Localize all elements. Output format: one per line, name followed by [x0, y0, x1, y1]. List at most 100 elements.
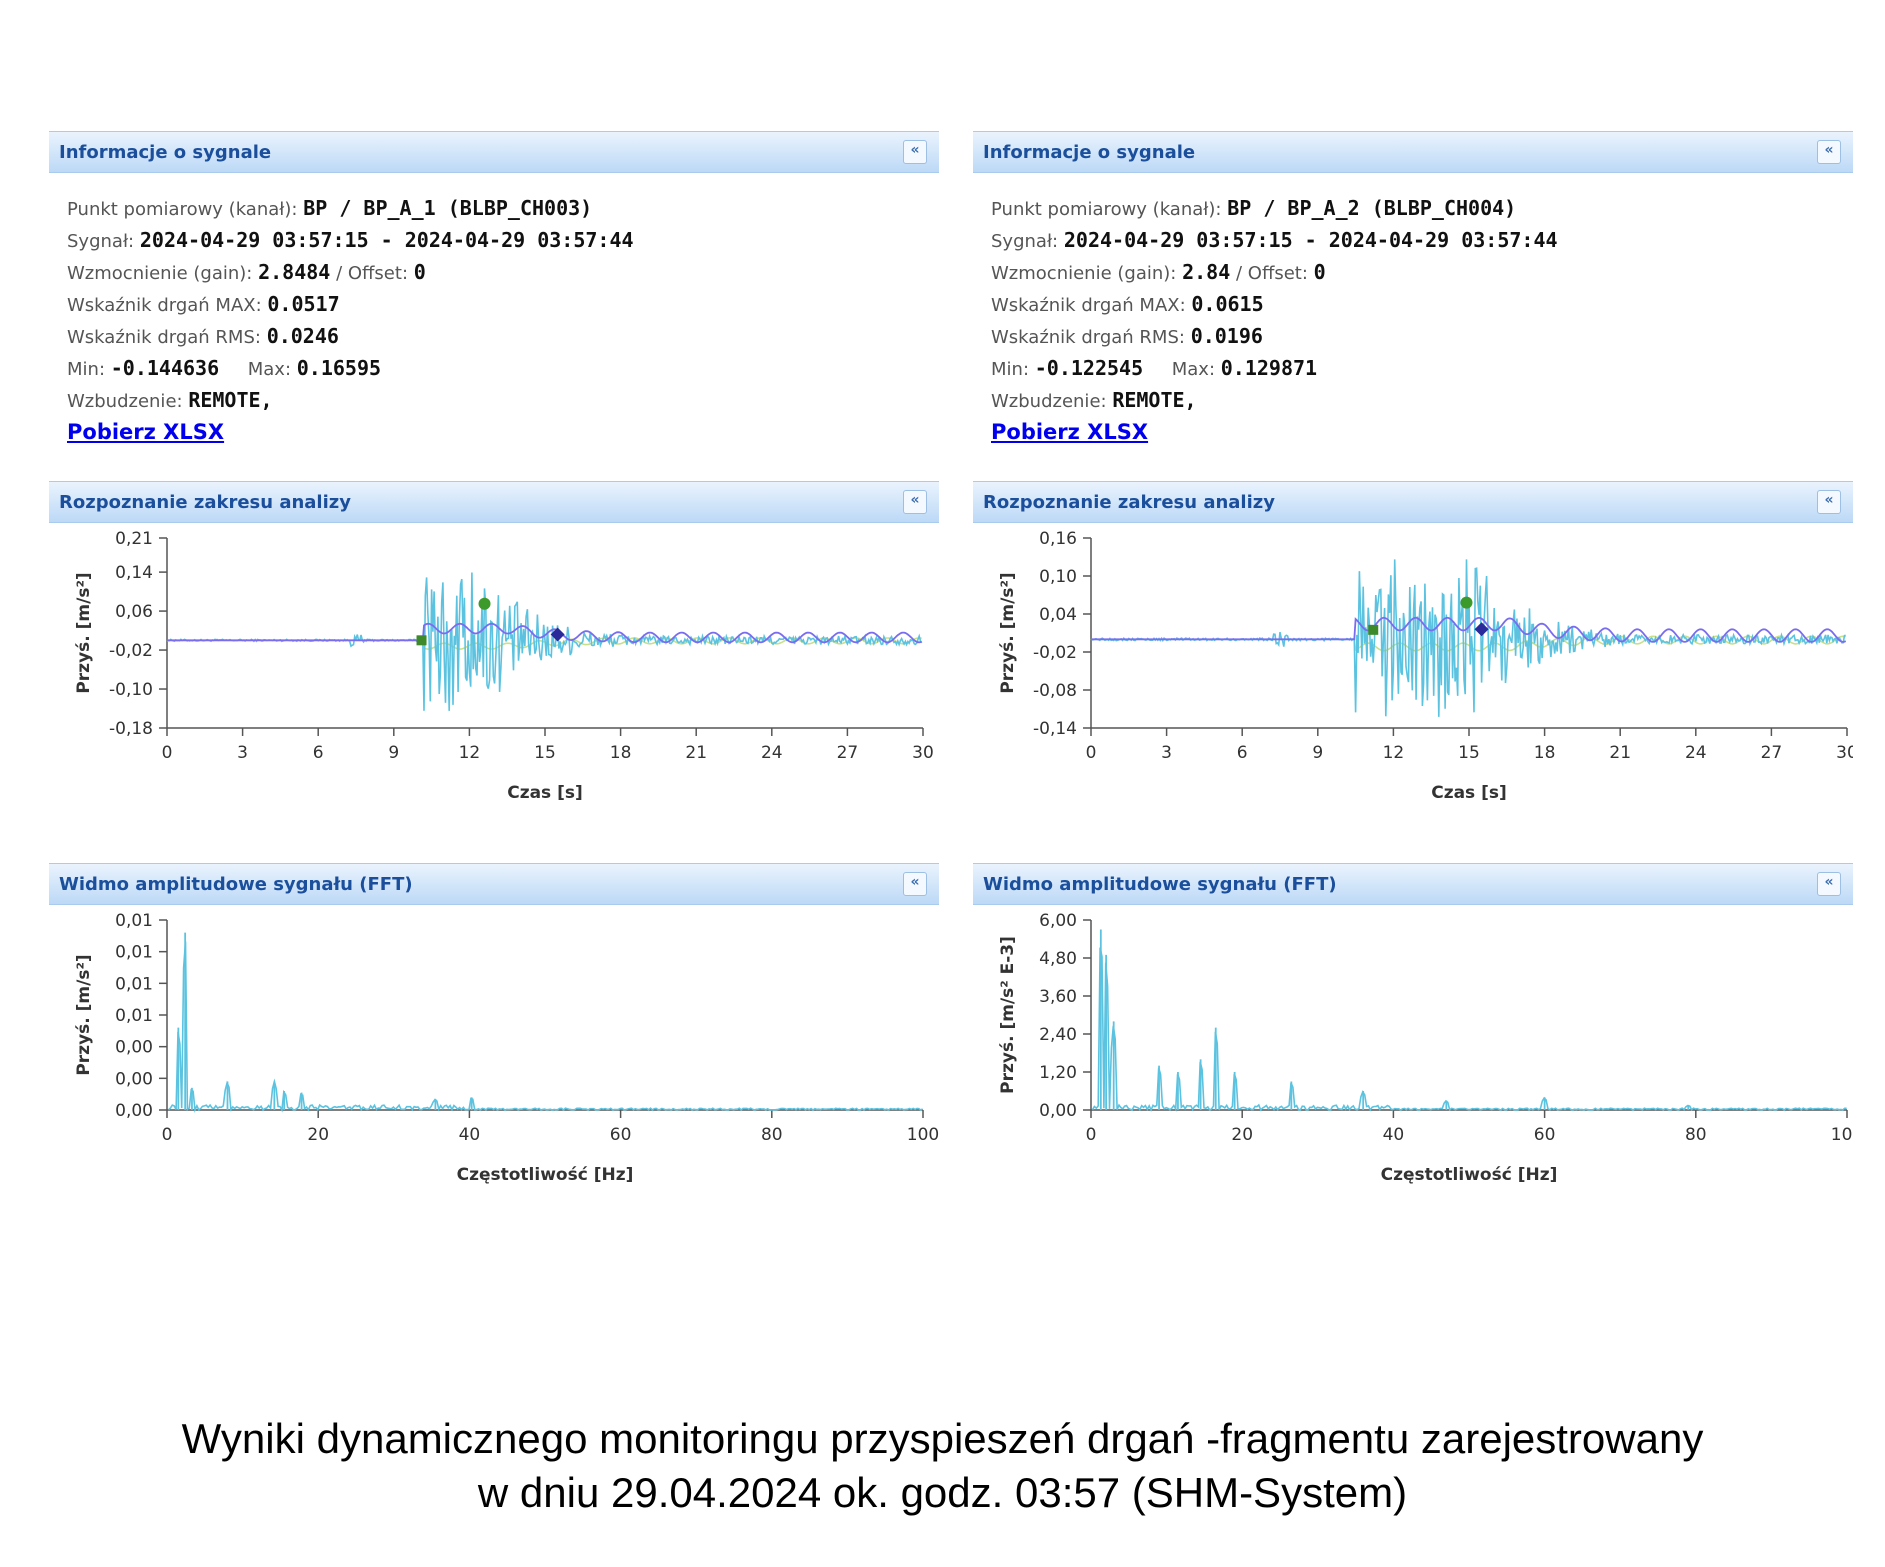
y-axis-title: Przyś. [m/s²] [998, 572, 1018, 693]
x-tick-label: 9 [1312, 743, 1323, 763]
fft-spectrum-chart: 0,01 0,01 0,01 0,01 0,00 0,00 0,00 0 20 40 60 80 100… [74, 911, 939, 1185]
x-tick-label: 3 [1161, 743, 1172, 763]
collapse-icon[interactable]: « [903, 140, 927, 164]
marker-point [478, 597, 491, 610]
y-tick-label: 0,00 [1039, 1101, 1077, 1121]
panel-title: Widmo amplitudowe sygnału (FFT) [59, 874, 413, 895]
panel-title: Informacje o sygnale [983, 142, 1196, 163]
y-tick-label: 1,20 [1039, 1063, 1077, 1083]
marker-point [1460, 596, 1473, 609]
x-tick-label: 0 [162, 743, 173, 763]
marker-point [550, 627, 565, 642]
info-rms-index: Wskaźnik drgań RMS: 0.0246 [67, 324, 339, 348]
x-tick-label: 6 [313, 743, 324, 763]
collapse-icon[interactable]: « [903, 872, 927, 896]
y-tick-label: -0,14 [1033, 719, 1077, 739]
marker-point [1474, 622, 1489, 637]
download-xlsx-link[interactable]: Pobierz XLSX [991, 420, 1149, 444]
x-tick-label: 24 [761, 743, 783, 763]
info-max-index: Wskaźnik drgań MAX: 0.0615 [991, 292, 1264, 316]
x-tick-label: 40 [459, 1125, 481, 1145]
x-tick-label: 27 [837, 743, 859, 763]
signal-info-body: Punkt pomiarowy (kanał): BP / BP_A_2 (BL… [973, 173, 1853, 481]
y-tick-label: 0,01 [115, 943, 153, 963]
panel-title: Rozpoznanie zakresu analizy [59, 492, 351, 513]
channel-panel-right: Informacje o sygnale « Punkt pomiarowy (… [973, 131, 1853, 1235]
signal-series-line [1090, 559, 1846, 717]
x-tick-label: 80 [1685, 1125, 1707, 1145]
y-tick-label: 2,40 [1039, 1025, 1077, 1045]
x-tick-label: 80 [761, 1125, 783, 1145]
x-tick-label: 40 [1383, 1125, 1405, 1145]
envelope-series-line [167, 622, 923, 644]
x-tick-label: 0 [1086, 743, 1097, 763]
time-analysis-header: Rozpoznanie zakresu analizy « [49, 481, 939, 523]
info-signal: Sygnał: 2024-04-29 03:57:15 - 2024-04-29… [991, 228, 1558, 252]
y-axis-title: Przyś. [m/s²] [74, 954, 94, 1075]
x-tick-label: 18 [610, 743, 632, 763]
info-max-index: Wskaźnik drgań MAX: 0.0517 [67, 292, 340, 316]
x-tick-label: 30 [912, 743, 934, 763]
spectrum-series-line [167, 941, 923, 1114]
y-tick-label: -0,10 [109, 680, 153, 700]
collapse-icon[interactable]: « [903, 490, 927, 514]
x-tick-label: 9 [388, 743, 399, 763]
channel-panel-left: Informacje o sygnale « Punkt pomiarowy (… [49, 131, 939, 1235]
x-tick-label: 0 [162, 1125, 173, 1145]
panel-title: Informacje o sygnale [59, 142, 272, 163]
y-tick-label: 0,01 [115, 974, 153, 994]
y-axis-title: Przyś. [m/s²] [74, 572, 94, 693]
x-tick-label: 0 [1086, 1125, 1097, 1145]
signal-series-line [166, 572, 923, 711]
y-tick-label: 0,06 [115, 602, 153, 622]
x-tick-label: 30 [1836, 743, 1853, 763]
x-axis-title: Częstotliwość [Hz] [1381, 1165, 1558, 1185]
info-min-max: Min: -0.144636 Max: 0.16595 [67, 356, 382, 380]
panel-title: Rozpoznanie zakresu analizy [983, 492, 1275, 513]
y-tick-label: 0,16 [1039, 529, 1077, 549]
y-tick-label: -0,02 [109, 641, 153, 661]
signal-info-body: Punkt pomiarowy (kanał): BP / BP_A_1 (BL… [49, 173, 939, 481]
info-gain: Wzmocnienie (gain): 2.84 / Offset: 0 [991, 260, 1326, 284]
x-tick-label: 21 [1609, 743, 1631, 763]
y-tick-label: 0,00 [115, 1101, 153, 1121]
marker-point [1368, 624, 1379, 635]
download-xlsx-link[interactable]: Pobierz XLSX [67, 420, 225, 444]
x-axis-title: Czas [s] [1431, 783, 1507, 803]
y-tick-label: 0,21 [115, 529, 153, 549]
y-tick-label: 0,01 [115, 1006, 153, 1026]
y-tick-label: 0,00 [115, 1038, 153, 1058]
y-tick-label: 0,01 [115, 911, 153, 931]
x-tick-label: 6 [1237, 743, 1248, 763]
info-excitation: Wzbudzenie: REMOTE, [991, 388, 1197, 412]
figure-caption: Wyniki dynamicznego monitoringu przyspie… [0, 1412, 1885, 1520]
collapse-icon[interactable]: « [1817, 490, 1841, 514]
info-min-max: Min: -0.122545 Max: 0.129871 [991, 356, 1318, 380]
x-tick-label: 15 [1458, 743, 1480, 763]
x-tick-label: 12 [1383, 743, 1405, 763]
x-tick-label: 20 [307, 1125, 329, 1145]
collapse-icon[interactable]: « [1817, 872, 1841, 896]
y-tick-label: 0,04 [1039, 605, 1077, 625]
y-tick-label: -0,18 [109, 719, 153, 739]
fft-spectrum-chart: 6,00 4,80 3,60 2,40 1,20 0,00 0 20 40 60 80 100 Częs… [998, 911, 1853, 1185]
y-tick-label: 0,00 [115, 1069, 153, 1089]
signal-info-header: Informacje o sygnale « [49, 131, 939, 173]
y-tick-label: 0,14 [115, 563, 153, 583]
panel-title: Widmo amplitudowe sygnału (FFT) [983, 874, 1337, 895]
x-axis-title: Czas [s] [507, 783, 583, 803]
y-tick-label: -0,02 [1033, 643, 1077, 663]
fft-header: Widmo amplitudowe sygnału (FFT) « [49, 863, 939, 905]
caption-line-2: w dniu 29.04.2024 ok. godz. 03:57 (SHM-S… [477, 1469, 1408, 1516]
y-tick-label: 4,80 [1039, 949, 1077, 969]
fft-header: Widmo amplitudowe sygnału (FFT) « [973, 863, 1853, 905]
spectrum-series-line [1091, 947, 1847, 1113]
x-tick-label: 24 [1685, 743, 1707, 763]
x-axis-title: Częstotliwość [Hz] [457, 1165, 634, 1185]
collapse-icon[interactable]: « [1817, 140, 1841, 164]
y-axis-title: Przyś. [m/s² E-3] [998, 936, 1018, 1094]
x-tick-label: 20 [1231, 1125, 1253, 1145]
y-tick-label: 3,60 [1039, 987, 1077, 1007]
x-tick-label: 18 [1534, 743, 1556, 763]
x-tick-label: 21 [685, 743, 707, 763]
